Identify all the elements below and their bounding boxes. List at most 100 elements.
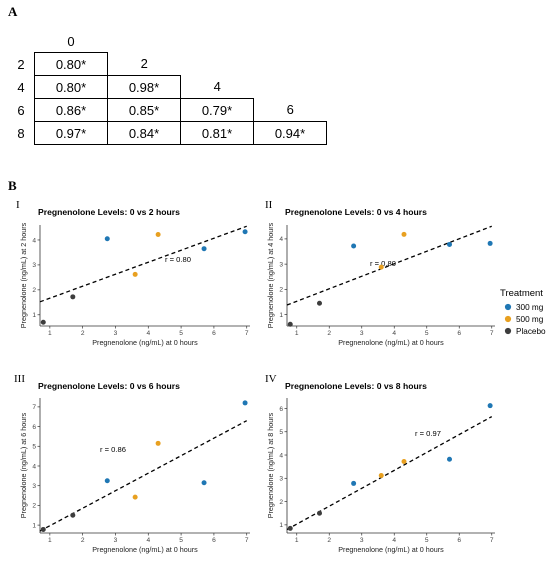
data-point — [287, 525, 293, 531]
x-axis-label: Pregnenolone (ng/mL) at 0 hours — [338, 338, 444, 347]
x-tick-label: 6 — [457, 537, 461, 544]
y-tick-label: 1 — [32, 312, 36, 319]
x-tick-label: 6 — [212, 537, 216, 544]
x-tick-label: 3 — [114, 537, 118, 544]
trend-line — [39, 225, 247, 303]
legend-label-500mg: 500 mg — [516, 315, 544, 324]
table-row: 4 0.80* 0.98* 4 — [8, 75, 327, 99]
data-point — [378, 473, 384, 479]
y-axis-label: Pregnenolone (ng/mL) at 8 hours — [266, 412, 275, 518]
panel-b-letter: B — [8, 178, 17, 193]
x-tick-label: 5 — [425, 537, 429, 544]
x-tick-label: 5 — [425, 330, 429, 337]
correlation-annotation: r = 0.80 — [165, 255, 191, 264]
data-point — [487, 240, 493, 246]
data-point — [70, 512, 76, 518]
table-cell: 0.97* — [34, 121, 108, 145]
panel-a-letter: A — [8, 4, 18, 19]
y-tick-label: 3 — [279, 261, 283, 268]
table-cell: 0.94* — [253, 121, 327, 145]
y-tick-label: 4 — [279, 452, 283, 459]
correlation-table: 0 2 0.80* 2 4 0.80* 0.98* 4 6 0.86* 0.85… — [8, 30, 327, 145]
x-tick-label: 7 — [245, 330, 249, 337]
x-tick-label: 3 — [360, 537, 364, 544]
legend-label-placebo: Placebo — [516, 327, 546, 336]
x-tick-label: 1 — [295, 537, 299, 544]
table-row: 8 0.97* 0.84* 0.81* 0.94* — [8, 121, 327, 145]
x-tick-label: 6 — [457, 330, 461, 337]
table-cell: 0.81* — [180, 121, 254, 145]
panel-number: I — [16, 199, 20, 211]
x-tick-label: 1 — [48, 537, 52, 544]
data-point — [317, 510, 322, 516]
y-axis-label: Pregnenolone (ng/mL) at 6 hours — [19, 412, 28, 518]
x-tick-label: 5 — [179, 537, 183, 544]
y-tick-label: 1 — [279, 522, 283, 529]
y-tick-label: 5 — [279, 429, 283, 436]
x-tick-label: 7 — [490, 330, 494, 337]
legend-swatch-500mg — [504, 315, 512, 323]
col-header: 6 — [286, 102, 294, 118]
x-tick-label: 2 — [327, 330, 331, 337]
table-cell: 0.79* — [180, 98, 254, 122]
trend-line — [286, 225, 492, 306]
table-cell: 0.84* — [107, 121, 181, 145]
panel-number: III — [14, 373, 25, 385]
data-point — [447, 241, 452, 247]
col-header: 0 — [67, 33, 75, 49]
x-tick-label: 6 — [212, 330, 216, 337]
y-tick-label: 1 — [32, 522, 36, 529]
y-axis-label: Pregnenolone (ng/mL) at 2 hours — [19, 222, 28, 328]
data-point — [201, 246, 207, 252]
col-header: 2 — [140, 56, 148, 72]
y-tick-label: 3 — [279, 476, 283, 483]
x-axis-label: Pregnenolone (ng/mL) at 0 hours — [338, 545, 444, 554]
data-point — [70, 294, 76, 300]
x-tick-label: 7 — [245, 537, 249, 544]
data-point — [104, 236, 110, 242]
table-cell: 0.98* — [107, 75, 181, 99]
x-tick-label: 5 — [179, 330, 183, 337]
correlation-annotation: r = 0.86 — [100, 445, 126, 454]
x-tick-label: 3 — [360, 330, 364, 337]
x-tick-label: 4 — [146, 537, 150, 544]
y-tick-label: 3 — [32, 262, 36, 269]
legend: Treatment 300 mg 500 mg Placebo — [500, 288, 546, 336]
data-point — [487, 403, 493, 409]
table-header-row: 0 — [8, 30, 327, 53]
y-axis-label: Pregnenolone (ng/mL) at 4 hours — [266, 222, 275, 328]
x-tick-label: 1 — [48, 330, 52, 337]
legend-label-300mg: 300 mg — [516, 303, 544, 312]
correlation-annotation: r = 0.97 — [415, 429, 441, 438]
data-point — [447, 456, 452, 462]
x-tick-label: 2 — [81, 537, 85, 544]
data-point — [378, 264, 384, 270]
correlation-annotation: r = 0.80 — [370, 259, 396, 268]
data-point — [201, 480, 207, 486]
y-tick-label: 5 — [32, 444, 36, 451]
x-tick-label: 1 — [295, 330, 299, 337]
row-label: 2 — [17, 56, 25, 72]
data-point — [132, 271, 138, 277]
legend-title: Treatment — [500, 288, 543, 299]
data-point — [401, 459, 407, 465]
table-row: 2 0.80* 2 — [8, 52, 327, 76]
y-tick-label: 2 — [32, 503, 36, 510]
data-point — [40, 319, 46, 325]
row-label: 8 — [17, 125, 25, 141]
panel-number: II — [265, 199, 273, 211]
x-tick-label: 4 — [392, 330, 396, 337]
x-tick-label: 4 — [392, 537, 396, 544]
data-point — [242, 400, 248, 406]
trend-line — [286, 416, 493, 531]
legend-swatch-300mg — [504, 303, 512, 311]
y-tick-label: 2 — [279, 287, 283, 294]
col-header: 4 — [213, 79, 221, 95]
row-label: 6 — [17, 102, 25, 118]
x-tick-label: 2 — [327, 537, 331, 544]
y-tick-label: 1 — [279, 312, 283, 319]
row-label: 4 — [17, 79, 25, 95]
legend-swatch-placebo — [504, 327, 512, 335]
x-axis-label: Pregnenolone (ng/mL) at 0 hours — [92, 545, 198, 554]
